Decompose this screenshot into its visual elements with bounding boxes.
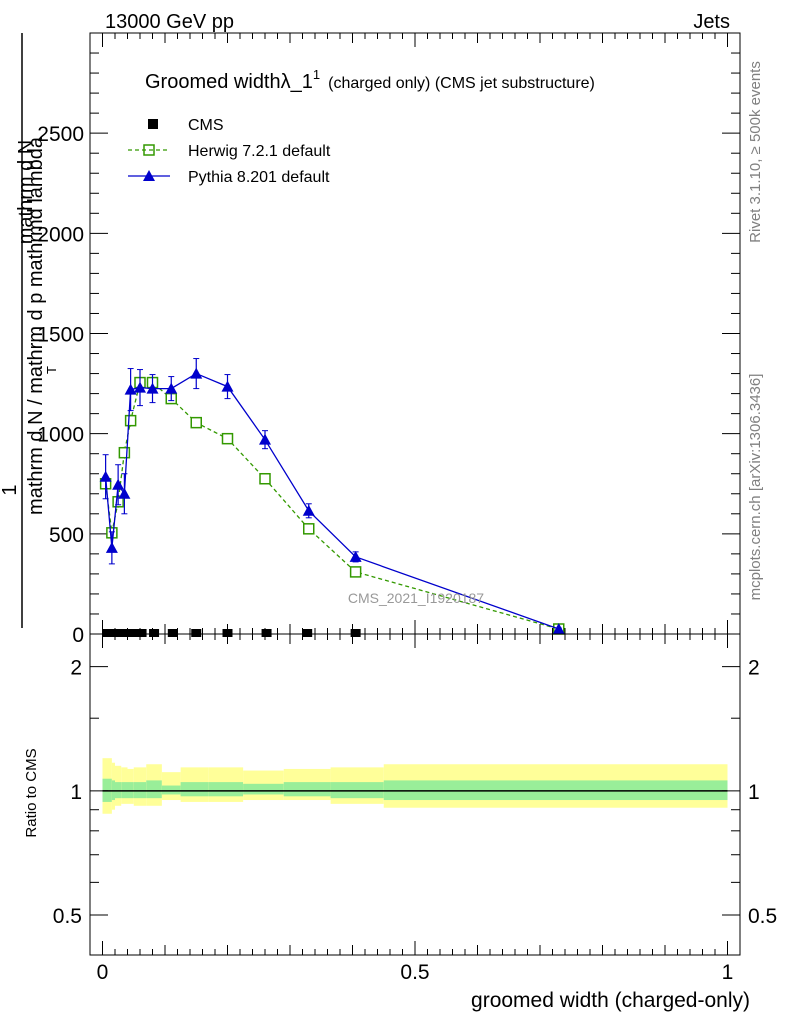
pythia-point	[221, 380, 234, 392]
y-tick-label: 500	[49, 524, 84, 547]
y-tick-label: 1000	[37, 424, 84, 447]
cms-point	[191, 629, 202, 637]
herwig-point	[118, 446, 131, 459]
ylabel-den: mathrm d N / mathrm d p mathrmd lambda	[25, 136, 47, 515]
chart-title-main: Groomed widthλ_1	[145, 71, 313, 93]
herwig-line	[104, 381, 559, 630]
pythia-point	[124, 383, 137, 395]
cms-point	[350, 629, 361, 637]
herwig-point	[349, 566, 362, 578]
rivet-label: Rivet 3.1.10, ≥ 500k events	[747, 61, 764, 243]
ratio-band-green	[180, 782, 209, 797]
ratio-band-green	[283, 782, 331, 797]
ratio-y-tick-label: 1	[70, 781, 82, 804]
herwig-point	[190, 416, 202, 429]
y-tick-label: 2000	[37, 223, 84, 246]
ylabel-num: 1	[0, 484, 21, 495]
pythia-point	[349, 550, 362, 562]
cms-point	[149, 629, 160, 637]
cms-point	[136, 629, 147, 637]
pythia-point	[190, 367, 203, 379]
herwig-point	[259, 472, 271, 485]
pythia-point	[146, 382, 159, 394]
x-tick-label: 0	[97, 961, 109, 984]
mcplots-label: mcplots.cern.ch [arXiv:1306.3436]	[747, 374, 764, 601]
cms-point	[222, 629, 233, 637]
ratio-ylabel: Ratio to CMS	[23, 748, 40, 837]
ratio-y-tick-label-right: 0.5	[748, 905, 777, 928]
cms-point	[128, 629, 139, 637]
cms-point	[102, 629, 113, 637]
ratio-band-green	[161, 785, 181, 795]
legend: CMS Herwig 7.2.1 default Pythia 8.201 de…	[128, 117, 331, 186]
xlabel: groomed width (charged-only)	[471, 989, 750, 1012]
ratio-panel: 0 0.5 1 0.5 0.5 1 1 2 2	[53, 633, 777, 984]
cms-point	[120, 629, 131, 637]
ratio-y-tick-label-right: 2	[748, 657, 760, 680]
pythia-point	[99, 470, 112, 482]
pythia-point	[118, 487, 131, 499]
chart-title: Groomed widthλ_11 (charged only) (CMS jet…	[145, 67, 595, 93]
header-left: 13000 GeV pp	[105, 11, 234, 33]
ratio-band-green	[146, 780, 162, 799]
header-right: Jets	[693, 11, 730, 33]
pythia-point	[302, 504, 315, 516]
x-tick-label: 0.5	[400, 961, 429, 984]
y-tick-label: 1500	[37, 324, 84, 347]
watermark: CMS_2021_I1920187	[348, 590, 484, 606]
legend-cms-marker	[148, 119, 158, 129]
cms-point	[261, 629, 272, 637]
main-panel: 0 500 1000 1500 2000 2500	[37, 32, 741, 647]
ratio-y-tick-label-right: 1	[748, 781, 760, 804]
chart-title-sup: 1	[313, 67, 320, 82]
y-tick-label: 2500	[37, 123, 84, 146]
pythia-point	[259, 433, 271, 445]
x-tick-label: 1	[722, 961, 734, 984]
legend-herwig-marker	[143, 144, 155, 156]
legend-cms-label: CMS	[188, 117, 224, 134]
herwig-point	[124, 414, 137, 427]
pythia-point	[112, 478, 125, 490]
cms-point	[302, 629, 313, 637]
pythia-point	[134, 381, 146, 393]
ratio-band-green	[243, 783, 284, 795]
y-tick-label: 0	[72, 624, 84, 647]
pythia-point	[165, 382, 178, 394]
pythia-line	[104, 372, 559, 630]
herwig-point	[303, 523, 315, 535]
legend-pythia-label: Pythia 8.201 default	[188, 169, 330, 186]
cms-point	[108, 629, 119, 637]
pythia-point	[105, 541, 118, 553]
legend-herwig-label: Herwig 7.2.1 default	[188, 143, 331, 160]
ylabel-sub: T	[44, 366, 59, 374]
legend-pythia-marker	[143, 170, 155, 181]
ylabel-right: mathrm d N	[15, 140, 37, 244]
cms-point	[167, 629, 178, 637]
ratio-y-tick-label: 0.5	[53, 905, 82, 928]
chart-title-sub: (charged only) (CMS jet substructure)	[328, 75, 595, 92]
pythia-point	[552, 622, 565, 634]
cms-point	[114, 629, 125, 637]
ratio-y-tick-label: 2	[70, 657, 82, 680]
ratio-band-green	[208, 782, 244, 797]
herwig-point	[221, 432, 234, 445]
